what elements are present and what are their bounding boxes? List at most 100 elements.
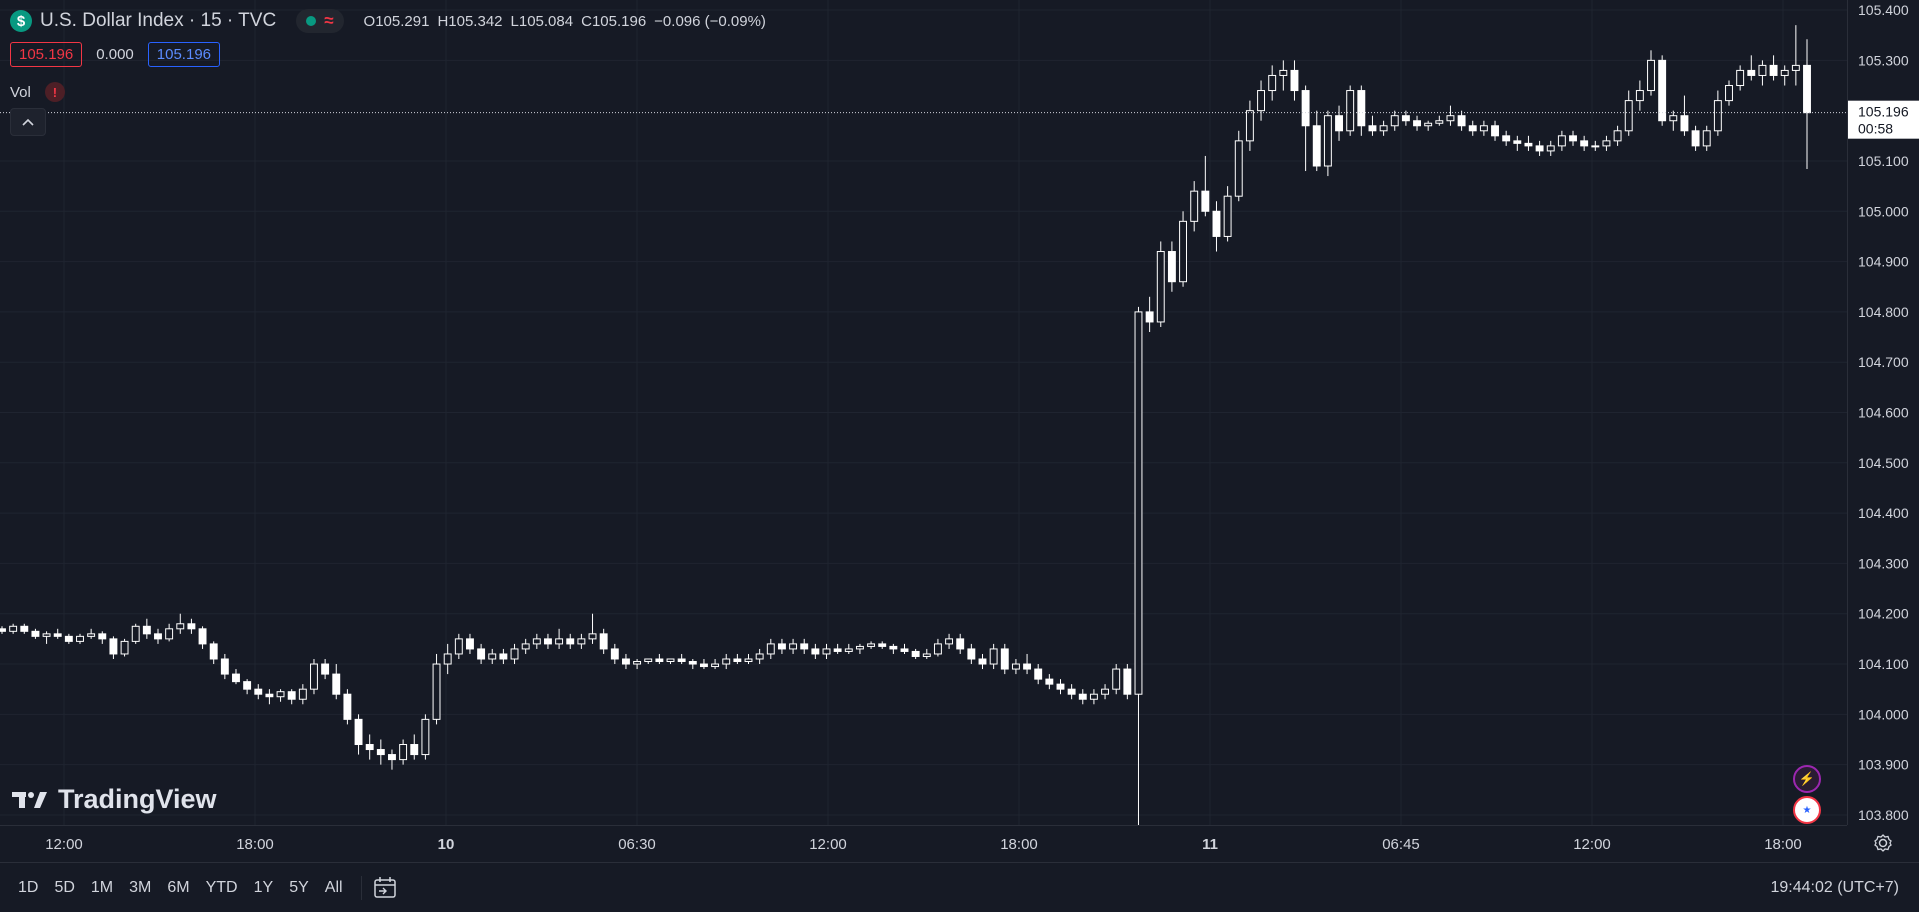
candle-body-up bbox=[510, 648, 519, 660]
quote-row: 105.196 0.000 105.196 bbox=[10, 42, 221, 67]
buy-button[interactable]: 105.196 bbox=[147, 42, 221, 67]
candle bbox=[867, 641, 876, 649]
candle-body-down bbox=[811, 648, 820, 655]
range-button-1d[interactable]: 1D bbox=[18, 878, 39, 896]
data-delay-icon: ≈ bbox=[324, 11, 334, 30]
watermark-text: TradingView bbox=[58, 784, 217, 814]
candle-body-down bbox=[1413, 120, 1421, 127]
time-axis-label: 06:45 bbox=[1382, 836, 1420, 853]
candle-body-down bbox=[967, 648, 976, 660]
candle bbox=[900, 643, 909, 654]
candle-body-up bbox=[844, 648, 853, 652]
range-button-6m[interactable]: 6M bbox=[167, 878, 190, 896]
candle-body-down bbox=[466, 638, 474, 650]
candle bbox=[176, 613, 185, 634]
candle bbox=[1368, 115, 1377, 136]
tradingview-watermark[interactable]: TradingView bbox=[12, 784, 217, 815]
candle-body-up bbox=[1179, 220, 1188, 283]
symbol-title[interactable]: U.S. Dollar Index · 15 · TVC bbox=[40, 10, 277, 31]
range-button-5d[interactable]: 5D bbox=[54, 878, 75, 896]
volume-label: Vol bbox=[10, 83, 31, 101]
candle bbox=[1569, 130, 1577, 146]
market-status-pill[interactable]: ≈ bbox=[296, 9, 344, 33]
range-button-ytd[interactable]: YTD bbox=[205, 878, 238, 896]
warning-icon[interactable]: ! bbox=[44, 82, 65, 102]
candle-body-up bbox=[1446, 115, 1455, 122]
candle bbox=[532, 633, 541, 649]
candle-body-up bbox=[521, 643, 530, 650]
candle-body-up bbox=[1089, 693, 1098, 700]
candle bbox=[1067, 684, 1076, 700]
candle bbox=[911, 648, 920, 659]
bar-countdown-label: 00:58 bbox=[1858, 121, 1893, 137]
range-button-1y[interactable]: 1Y bbox=[253, 878, 274, 896]
candle-body-down bbox=[833, 648, 842, 652]
candle bbox=[510, 643, 519, 665]
chart-area[interactable] bbox=[0, 0, 1847, 891]
candle-body-up bbox=[454, 638, 463, 655]
candle bbox=[633, 658, 642, 670]
candle-body-down bbox=[1023, 663, 1032, 670]
candle bbox=[1401, 110, 1410, 126]
range-button-all[interactable]: All bbox=[324, 878, 343, 896]
sell-button[interactable]: 105.196 bbox=[10, 42, 83, 67]
candle bbox=[1669, 110, 1678, 131]
candle-body-up bbox=[1101, 688, 1110, 695]
candle-body-up bbox=[989, 648, 998, 665]
candle bbox=[76, 633, 84, 644]
candle bbox=[1546, 140, 1555, 156]
candle bbox=[1513, 135, 1522, 151]
lightning-icon[interactable]: ⚡ bbox=[1793, 765, 1821, 793]
candle bbox=[922, 648, 931, 659]
time-axis-label: 18:00 bbox=[1000, 836, 1038, 853]
volume-indicator[interactable]: Vol ! bbox=[10, 82, 65, 102]
candle-body-down bbox=[53, 633, 62, 637]
candle bbox=[1658, 55, 1667, 126]
time-axis-label: 18:00 bbox=[1764, 836, 1802, 853]
candle bbox=[621, 653, 630, 670]
candle-body-down bbox=[1747, 69, 1756, 76]
candle-body-down bbox=[777, 643, 786, 650]
candle-body-down bbox=[911, 650, 920, 657]
candle-body-up bbox=[766, 643, 775, 655]
us-flag-icon[interactable]: ★ bbox=[1793, 796, 1821, 824]
price-tick-label: 104.400 bbox=[1858, 505, 1909, 521]
candlestick-chart[interactable] bbox=[0, 0, 1847, 891]
time-axis[interactable]: 12:00 18:00 10 06:30 12:00 18:00 11 06:45 12:00 1… bbox=[0, 825, 1847, 862]
candle-body-up bbox=[1713, 100, 1722, 132]
timezone-clock[interactable]: 19:44:02 (UTC+7) bbox=[1770, 878, 1899, 896]
price-axis[interactable]: 105.400 105.300 105.100 105.000 104.900 104.8… bbox=[1847, 0, 1919, 825]
candle bbox=[811, 643, 820, 659]
candle bbox=[566, 633, 575, 649]
collapse-legend-button[interactable] bbox=[10, 108, 46, 136]
candle-body-up bbox=[1435, 120, 1444, 124]
candle bbox=[1435, 115, 1444, 126]
candle-body-up bbox=[1245, 110, 1254, 142]
candle bbox=[933, 638, 942, 657]
bottom-toolbar: 1D 5D 1M 3M 6M YTD 1Y 5Y All 19:44:02 (UTC+7) bbox=[0, 862, 1919, 912]
time-axis-label: 18:00 bbox=[236, 836, 274, 853]
time-axis-label: 06:30 bbox=[618, 836, 656, 853]
candle bbox=[388, 749, 396, 770]
gear-icon[interactable] bbox=[1872, 832, 1894, 854]
candle bbox=[755, 648, 764, 665]
candle bbox=[800, 638, 809, 654]
candle bbox=[1323, 110, 1332, 177]
price-tick-label: 104.500 bbox=[1858, 455, 1909, 471]
low-label: L bbox=[510, 12, 519, 30]
candle-body-up bbox=[1758, 64, 1767, 76]
low-value: 105.084 bbox=[518, 12, 574, 30]
close-label: C bbox=[581, 12, 592, 30]
date-range-icon[interactable] bbox=[372, 876, 398, 900]
range-button-1m[interactable]: 1M bbox=[90, 878, 114, 896]
candle-body-down bbox=[688, 661, 697, 665]
candle-body-up bbox=[165, 628, 174, 640]
candle-body-up bbox=[1613, 130, 1622, 142]
price-tick-label: 104.700 bbox=[1858, 354, 1909, 370]
range-button-5y[interactable]: 5Y bbox=[289, 878, 309, 896]
current-price-tag bbox=[1848, 100, 1919, 139]
range-button-3m[interactable]: 3M bbox=[129, 878, 152, 896]
candle bbox=[777, 638, 786, 654]
candle bbox=[243, 679, 252, 695]
candle-body-up bbox=[1424, 122, 1433, 127]
